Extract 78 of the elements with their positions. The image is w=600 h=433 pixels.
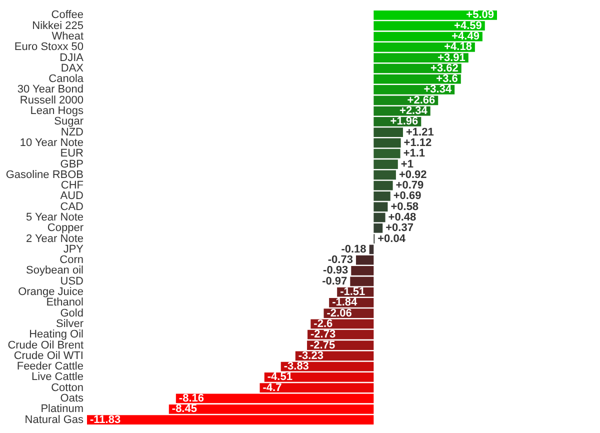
data-label: -3.23: [298, 350, 324, 362]
data-label: +0.69: [393, 190, 422, 202]
y-tick-label: EUR: [60, 148, 84, 160]
data-label: +0.37: [386, 222, 414, 234]
y-tick-label: Orange Juice: [18, 286, 84, 298]
y-tick-label: DAX: [60, 62, 84, 74]
y-tick-label: Silver: [56, 318, 84, 330]
data-label: -2.6: [314, 318, 333, 330]
y-tick-label: Natural Gas: [24, 414, 84, 426]
y-tick-label: Cotton: [51, 382, 84, 394]
y-tick-label: CAD: [60, 200, 84, 213]
data-label: +4.49: [452, 30, 480, 43]
y-tick-label: Wheat: [52, 30, 84, 43]
y-tick-label: Corn: [60, 254, 84, 266]
data-label: +1.96: [390, 116, 418, 128]
data-label: -11.83: [90, 414, 121, 426]
y-tick-label: DJIA: [60, 52, 84, 64]
y-tick-label: Heating Oil: [29, 328, 84, 341]
data-label: +0.92: [398, 168, 427, 181]
data-label: -1.51: [340, 286, 366, 298]
y-tick-label: Platinum: [40, 403, 84, 416]
y-tick-label: Lean Hogs: [30, 105, 84, 118]
data-label: +1.12: [404, 136, 432, 149]
data-label: -8.16: [178, 392, 204, 404]
y-tick-label: Ethanol: [46, 296, 84, 309]
data-label: -8.45: [172, 403, 197, 416]
data-label: +1.21: [406, 126, 434, 138]
y-tick-label: Crude Oil WTI: [14, 350, 84, 362]
data-label: +3.91: [438, 52, 466, 64]
data-label: -4.7: [262, 382, 282, 394]
y-tick-label: Gold: [60, 307, 84, 320]
data-label: +0.04: [378, 232, 406, 245]
y-tick-label: 30 Year Bond: [17, 84, 84, 96]
y-tick-label: USD: [60, 275, 84, 288]
y-tick-label: Oats: [60, 392, 84, 404]
y-tick-label: Euro Stoxx 50: [14, 41, 84, 54]
data-label: -0.73: [328, 254, 353, 266]
data-label: +5.09: [466, 9, 494, 22]
y-tick-label: 10 Year Note: [20, 136, 84, 149]
y-tick-label: NZD: [60, 126, 84, 138]
data-label: -0.97: [322, 275, 348, 288]
data-label: -2.73: [310, 328, 336, 341]
y-tick-label: Copper: [47, 222, 84, 234]
data-label: -4.51: [267, 371, 292, 384]
data-label: +0.48: [388, 212, 416, 224]
y-tick-label: Sugar: [54, 116, 84, 128]
data-label: -0.18: [341, 243, 366, 256]
data-label: +1.1: [403, 148, 426, 160]
y-tick-label: JPY: [63, 243, 84, 256]
data-label: +0.58: [390, 200, 419, 213]
y-tick-label: 2 Year Note: [26, 232, 84, 245]
data-label: +3.6: [436, 73, 458, 86]
data-label: +4.18: [444, 41, 472, 54]
y-tick-label: Nikkei 225: [32, 20, 84, 32]
data-label: +2.34: [400, 105, 428, 118]
data-label: +3.34: [424, 84, 452, 96]
y-tick-label: CHF: [60, 180, 84, 192]
y-tick-label: 5 Year Note: [26, 212, 84, 224]
data-label: +0.79: [396, 180, 424, 192]
y-tick-label: Crude Oil Brent: [8, 339, 84, 352]
data-label: -2.06: [326, 307, 352, 320]
y-tick-label: Feeder Cattle: [16, 360, 84, 373]
y-tick-label: Gasoline RBOB: [6, 168, 84, 181]
data-label: -2.75: [310, 339, 336, 352]
y-tick-label: AUD: [60, 190, 84, 202]
y-tick-label: GBP: [60, 158, 84, 170]
data-label: -3.83: [284, 360, 309, 373]
data-label: -1.84: [332, 296, 358, 309]
data-label: +1: [400, 158, 414, 170]
data-label: -0.93: [323, 264, 348, 277]
y-tick-label: Soybean oil: [26, 264, 84, 277]
y-tick-label: Canola: [48, 73, 84, 86]
y-tick-label: Live Cattle: [32, 371, 84, 384]
y-tick-label: Coffee: [51, 9, 84, 22]
data-label: +2.66: [407, 94, 436, 106]
data-label: +4.59: [454, 20, 482, 32]
data-label: +3.62: [430, 62, 458, 74]
y-tick-label: Russell 2000: [20, 94, 84, 106]
